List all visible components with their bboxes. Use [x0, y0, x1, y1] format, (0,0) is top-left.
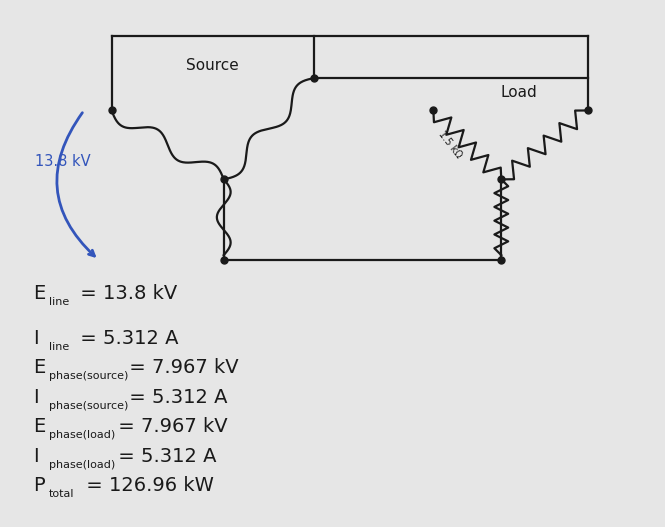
- Text: Load: Load: [501, 85, 537, 100]
- Text: = 126.96 kW: = 126.96 kW: [80, 476, 213, 495]
- Text: I: I: [33, 329, 39, 348]
- Text: P: P: [33, 476, 45, 495]
- Text: = 7.967 kV: = 7.967 kV: [112, 417, 227, 436]
- Text: = 5.312 A: = 5.312 A: [74, 329, 179, 348]
- Text: E: E: [33, 358, 45, 377]
- Text: Source: Source: [186, 57, 238, 73]
- Text: phase(source): phase(source): [49, 371, 128, 381]
- Text: = 5.312 A: = 5.312 A: [112, 447, 217, 466]
- Text: phase(load): phase(load): [49, 430, 115, 440]
- Text: 1.5 kΩ: 1.5 kΩ: [436, 130, 464, 160]
- Text: = 7.967 kV: = 7.967 kV: [123, 358, 239, 377]
- Text: = 5.312 A: = 5.312 A: [123, 388, 227, 407]
- Text: E: E: [33, 285, 45, 304]
- Text: I: I: [33, 447, 39, 466]
- Text: 13.8 kV: 13.8 kV: [35, 154, 90, 169]
- Text: = 13.8 kV: = 13.8 kV: [74, 285, 178, 304]
- Text: phase(source): phase(source): [49, 401, 128, 411]
- Text: total: total: [49, 489, 74, 499]
- Text: I: I: [33, 388, 39, 407]
- Text: line: line: [49, 297, 68, 307]
- Text: E: E: [33, 417, 45, 436]
- Text: line: line: [49, 341, 68, 352]
- Text: phase(load): phase(load): [49, 460, 115, 470]
